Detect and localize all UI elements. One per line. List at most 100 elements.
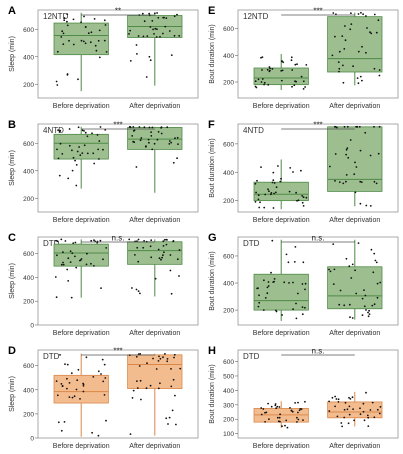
data-point — [129, 433, 132, 435]
data-point — [290, 56, 293, 59]
data-point — [258, 206, 261, 209]
data-point — [260, 413, 263, 416]
data-point — [56, 254, 58, 257]
box — [127, 241, 183, 265]
data-point — [365, 391, 367, 394]
data-point — [359, 202, 362, 205]
plot-frame — [237, 9, 399, 99]
data-point — [62, 263, 65, 266]
data-point — [262, 408, 265, 410]
data-point — [90, 262, 92, 265]
data-point — [100, 287, 102, 289]
data-point — [68, 382, 71, 384]
data-point — [156, 138, 159, 141]
data-point — [328, 410, 331, 412]
data-point — [176, 258, 179, 261]
data-point — [135, 44, 138, 46]
data-point — [364, 131, 367, 134]
data-point — [131, 287, 133, 289]
y-tick-label: 200 — [223, 308, 234, 315]
data-point — [59, 129, 62, 132]
y-tick-label: 200 — [223, 417, 234, 424]
panel-E: E 12NTD 200 400 600 Bout duration (min) Before… — [208, 5, 399, 110]
data-point — [71, 169, 74, 172]
data-point — [266, 68, 269, 71]
data-point — [67, 257, 70, 260]
data-point — [73, 395, 76, 398]
data-point — [366, 27, 368, 29]
data-point — [78, 146, 80, 148]
data-point — [55, 80, 58, 83]
data-point — [376, 296, 379, 299]
data-point — [373, 416, 376, 419]
data-point — [63, 19, 66, 22]
data-point — [167, 423, 169, 425]
data-point — [348, 405, 351, 408]
data-point — [155, 368, 158, 370]
data-point — [162, 32, 164, 35]
data-point — [340, 422, 343, 424]
data-point — [301, 195, 304, 197]
data-point — [288, 282, 290, 284]
data-point — [175, 423, 177, 426]
data-point — [168, 30, 171, 32]
data-point — [263, 279, 265, 282]
data-point — [329, 165, 331, 168]
data-point — [102, 258, 104, 261]
data-point — [60, 429, 63, 432]
box — [327, 16, 383, 73]
data-point — [345, 257, 348, 260]
data-point — [176, 136, 179, 139]
data-point — [148, 126, 151, 129]
data-point — [305, 196, 308, 199]
data-point — [74, 255, 76, 258]
data-point — [75, 184, 78, 187]
data-point — [271, 239, 274, 242]
data-point — [64, 240, 67, 242]
data-point — [97, 39, 100, 42]
data-point — [279, 180, 282, 183]
data-point — [371, 401, 374, 404]
data-point — [159, 382, 161, 385]
y-tick-label: 200 — [23, 196, 34, 203]
data-point — [77, 368, 80, 371]
data-point — [64, 363, 66, 365]
data-point — [97, 370, 100, 373]
y-tick-label: 400 — [223, 281, 234, 288]
data-point — [151, 20, 154, 22]
data-point — [143, 126, 146, 129]
data-point — [378, 412, 381, 415]
data-point — [56, 394, 59, 397]
data-point — [133, 141, 136, 144]
y-tick-label: 200 — [223, 80, 234, 87]
data-point — [162, 240, 165, 243]
data-point — [351, 263, 354, 266]
data-point — [359, 180, 362, 183]
data-point — [373, 125, 375, 128]
data-point — [135, 166, 138, 168]
data-point — [273, 192, 275, 195]
data-point — [342, 81, 345, 84]
data-point — [342, 64, 344, 67]
data-point — [69, 250, 72, 253]
data-point — [168, 143, 171, 145]
data-point — [70, 296, 73, 299]
panel-title: 12NTD — [243, 12, 269, 21]
data-point — [334, 405, 336, 408]
data-point — [131, 397, 134, 399]
data-point — [98, 56, 101, 59]
data-point — [297, 418, 300, 421]
data-point — [335, 398, 338, 400]
data-point — [169, 269, 172, 272]
data-point — [165, 417, 168, 420]
box — [327, 266, 383, 310]
data-point — [166, 360, 169, 363]
data-point — [363, 289, 365, 291]
data-point — [66, 73, 69, 75]
data-point — [75, 164, 78, 166]
data-point — [67, 280, 70, 282]
data-point — [162, 254, 164, 257]
data-point — [66, 268, 69, 271]
data-point — [302, 419, 304, 421]
